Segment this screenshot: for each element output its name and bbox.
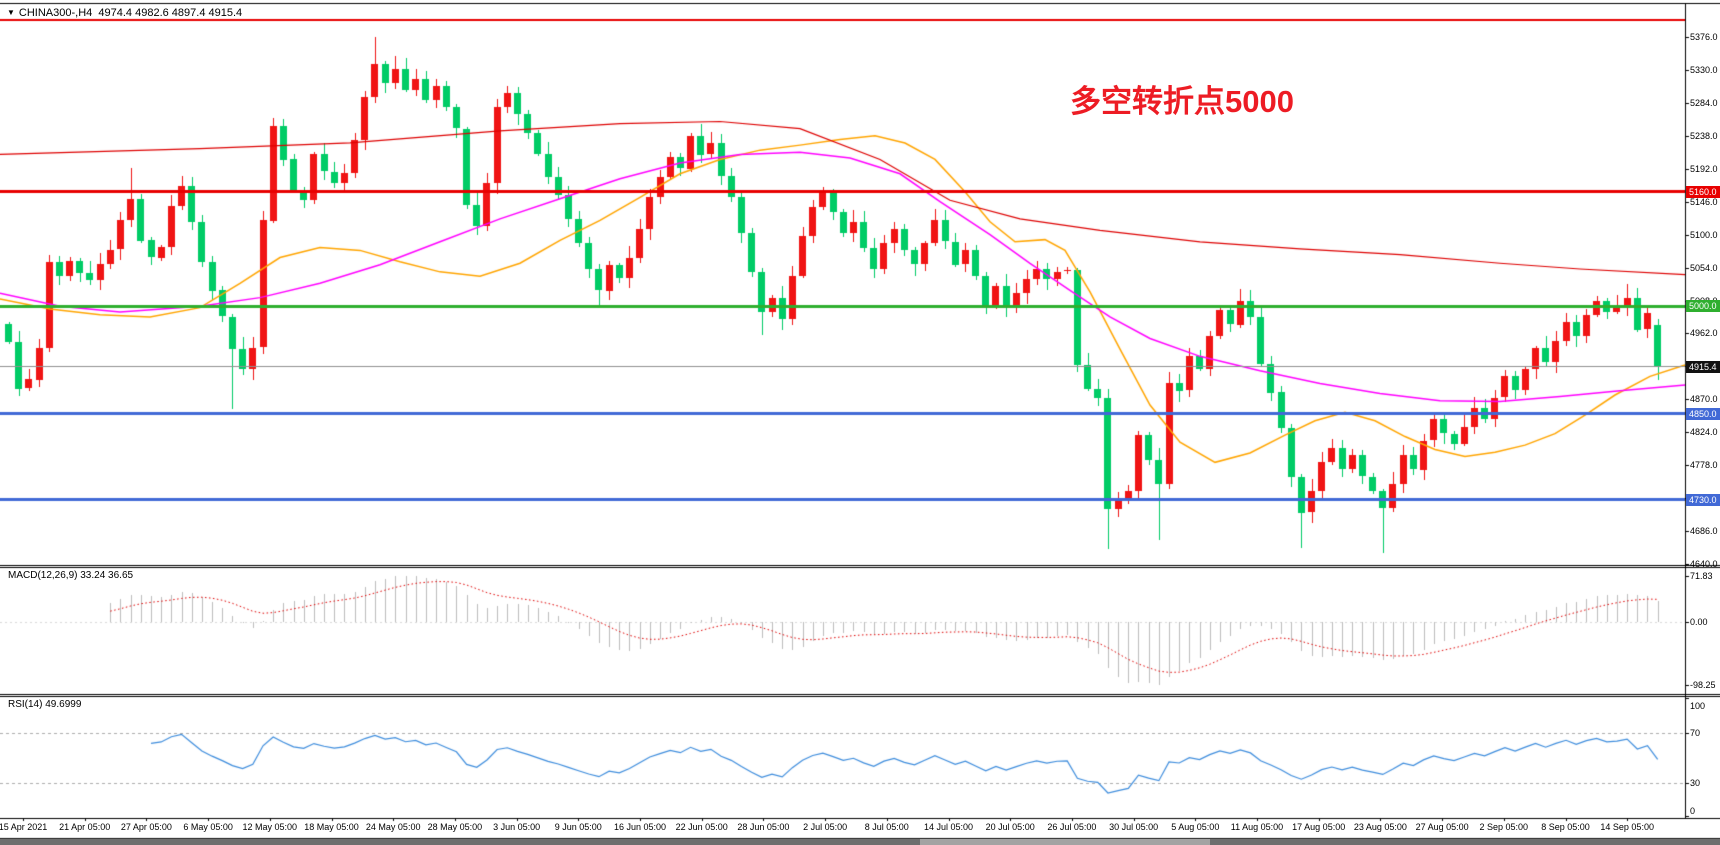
time-axis-label: 16 Jun 05:00 xyxy=(613,822,667,832)
time-axis-label: 2 Jul 05:00 xyxy=(803,822,848,832)
time-axis-label: 27 Aug 05:00 xyxy=(1415,822,1469,832)
price-tick-label: 4824.0 xyxy=(1690,427,1718,438)
time-axis-label: 27 Apr 05:00 xyxy=(120,822,172,832)
time-axis-label: 22 Jun 05:00 xyxy=(675,822,728,832)
time-axis-label: 21 Apr 05:00 xyxy=(59,822,111,832)
price-level-badge: 4915.4 xyxy=(1686,360,1720,373)
price-tick-label: 4640.0 xyxy=(1690,559,1718,569)
time-axis-label: 5 Aug 05:00 xyxy=(1171,822,1220,832)
symbol-ohlc-text: CHINA300-,H4 4974.4 4982.6 4897.4 4915.4 xyxy=(18,7,243,19)
time-axis-label: 18 May 05:00 xyxy=(304,822,359,832)
rsi-tick-label: 30 xyxy=(1690,778,1701,788)
price-tick-label: 4870.0 xyxy=(1690,394,1718,405)
price-tick-label: 4962.0 xyxy=(1690,328,1718,339)
macd-tick-label: 0.00 xyxy=(1690,617,1708,627)
time-axis-label: 30 Jul 05:00 xyxy=(1109,822,1159,832)
time-axis-label: 28 May 05:00 xyxy=(427,822,483,832)
rsi-indicator-label: RSI(14) 49.6999 xyxy=(8,699,82,710)
chevron-down-icon[interactable]: ▼ xyxy=(7,8,15,17)
price-tick-label: 5330.0 xyxy=(1690,64,1718,75)
price-tick-label: 5238.0 xyxy=(1690,130,1718,141)
macd-indicator-label: MACD(12,26,9) 33.24 36.65 xyxy=(8,570,134,581)
time-axis-label: 15 Apr 2021 xyxy=(0,822,48,832)
macd-tick-label: -98.25 xyxy=(1690,679,1716,690)
time-axis-label: 11 Aug 05:00 xyxy=(1230,822,1284,832)
price-tick-label: 4778.0 xyxy=(1690,460,1718,471)
time-axis-label: 8 Jul 05:00 xyxy=(864,822,909,832)
time-axis-label: 6 May 05:00 xyxy=(183,822,233,832)
time-axis-label: 26 Jul 05:00 xyxy=(1047,822,1097,832)
time-axis-label: 8 Sep 05:00 xyxy=(1541,822,1590,832)
price-level-badge: 4850.0 xyxy=(1686,407,1720,420)
time-axis-label: 23 Aug 05:00 xyxy=(1353,822,1407,832)
chart-annotation-text: 多空转折点5000 xyxy=(1070,84,1294,119)
price-level-badge: 5000.0 xyxy=(1686,300,1720,313)
time-axis-label: 14 Sep 05:00 xyxy=(1600,822,1654,832)
price-tick-label: 5100.0 xyxy=(1690,229,1718,240)
time-axis-label: 20 Jul 05:00 xyxy=(985,822,1035,832)
time-axis-label: 24 May 05:00 xyxy=(365,822,421,832)
bottom-edge-segment xyxy=(920,839,1210,845)
price-tick-label: 5146.0 xyxy=(1690,196,1718,207)
rsi-tick-label: 0 xyxy=(1690,806,1696,816)
price-tick-label: 5284.0 xyxy=(1690,97,1718,108)
price-tick-label: 5192.0 xyxy=(1690,163,1718,174)
macd-tick-label: 71.83 xyxy=(1690,571,1713,582)
time-axis-label: 9 Jun 05:00 xyxy=(554,822,602,832)
time-axis-label: 2 Sep 05:00 xyxy=(1479,822,1529,832)
rsi-tick-label: 70 xyxy=(1690,728,1701,738)
time-axis-label: 28 Jun 05:00 xyxy=(737,822,790,832)
price-level-badge: 5160.0 xyxy=(1686,185,1720,198)
time-axis-label: 3 Jun 05:00 xyxy=(493,822,541,832)
bottom-edge-strip xyxy=(0,839,1720,845)
price-tick-label: 4686.0 xyxy=(1690,526,1718,537)
price-tick-label: 5376.0 xyxy=(1690,32,1718,42)
time-axis-label: 14 Jul 05:00 xyxy=(923,822,974,832)
time-axis-label: 12 May 05:00 xyxy=(242,822,298,832)
price-tick-label: 5054.0 xyxy=(1690,262,1718,273)
symbol-info-bar: ▼ CHINA300-,H4 4974.4 4982.6 4897.4 4915.… xyxy=(7,7,242,19)
price-level-badge: 4730.0 xyxy=(1686,493,1720,506)
time-axis-label: 17 Aug 05:00 xyxy=(1292,822,1346,832)
rsi-tick-label: 100 xyxy=(1690,701,1706,711)
